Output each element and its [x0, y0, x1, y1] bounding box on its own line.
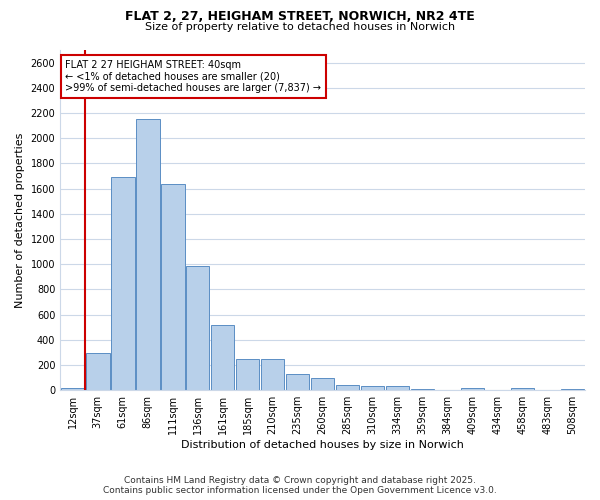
Bar: [311, 378, 334, 390]
Bar: [61, 388, 85, 390]
Bar: [361, 386, 385, 390]
Bar: [386, 386, 409, 390]
Text: Size of property relative to detached houses in Norwich: Size of property relative to detached ho…: [145, 22, 455, 32]
Bar: [111, 178, 134, 390]
Bar: [560, 388, 584, 390]
Bar: [286, 374, 310, 390]
Text: FLAT 2, 27, HEIGHAM STREET, NORWICH, NR2 4TE: FLAT 2, 27, HEIGHAM STREET, NORWICH, NR2…: [125, 10, 475, 23]
Bar: [336, 385, 359, 390]
Bar: [410, 388, 434, 390]
Bar: [86, 353, 110, 390]
Bar: [186, 266, 209, 390]
Y-axis label: Number of detached properties: Number of detached properties: [15, 132, 25, 308]
Text: Contains HM Land Registry data © Crown copyright and database right 2025.
Contai: Contains HM Land Registry data © Crown c…: [103, 476, 497, 495]
Bar: [136, 120, 160, 390]
Text: FLAT 2 27 HEIGHAM STREET: 40sqm
← <1% of detached houses are smaller (20)
>99% o: FLAT 2 27 HEIGHAM STREET: 40sqm ← <1% of…: [65, 60, 322, 94]
Bar: [461, 388, 484, 390]
Bar: [236, 358, 259, 390]
Bar: [161, 184, 185, 390]
Bar: [511, 388, 535, 390]
X-axis label: Distribution of detached houses by size in Norwich: Distribution of detached houses by size …: [181, 440, 464, 450]
Bar: [211, 324, 235, 390]
Bar: [261, 358, 284, 390]
